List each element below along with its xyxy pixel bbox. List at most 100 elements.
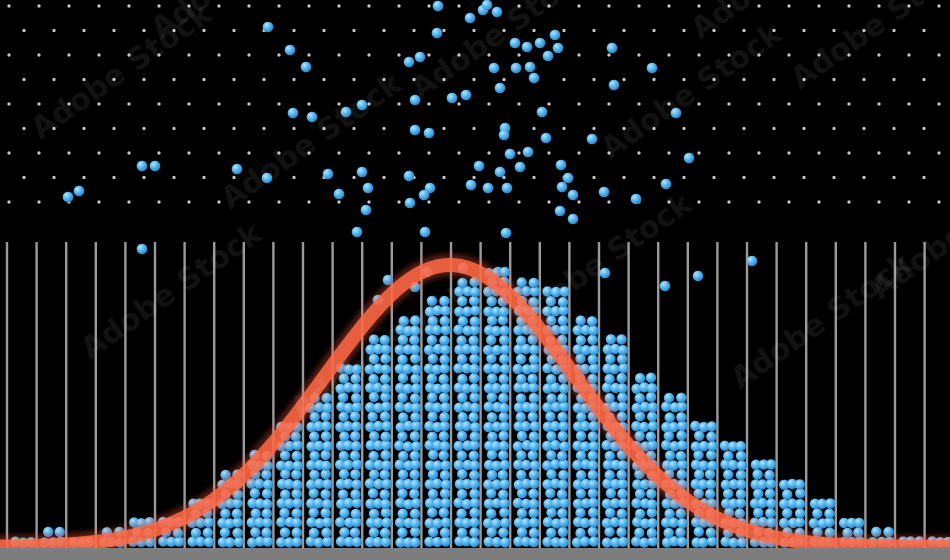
peg: [487, 200, 491, 204]
peg: [82, 175, 86, 180]
bin-divider: [805, 242, 808, 548]
ball: [254, 478, 265, 489]
ball: [262, 517, 273, 528]
ball: [735, 441, 746, 452]
peg: [97, 200, 101, 204]
peg: [322, 28, 326, 33]
peg: [427, 200, 431, 204]
ball: [545, 296, 557, 307]
ball: [340, 106, 352, 118]
ball: [279, 527, 291, 538]
ball: [575, 527, 586, 539]
ball: [440, 344, 451, 355]
ball: [545, 411, 556, 422]
ball: [617, 478, 628, 490]
ball: [557, 315, 569, 326]
peg: [697, 200, 701, 204]
ball: [498, 129, 510, 141]
bin-divider: [745, 242, 749, 548]
ball: [575, 430, 587, 442]
ball: [558, 469, 569, 481]
ball: [373, 420, 384, 432]
ball: [516, 430, 528, 442]
ball: [461, 343, 472, 355]
peg: [547, 102, 551, 106]
ball: [250, 508, 261, 519]
ball: [720, 498, 732, 509]
ball: [365, 440, 376, 451]
bin-divider: [834, 242, 837, 548]
ball: [305, 536, 316, 547]
ball: [174, 536, 185, 547]
ball: [343, 402, 354, 414]
ball: [753, 488, 764, 499]
bin-divider: [864, 242, 867, 548]
ball: [609, 498, 621, 509]
ball: [528, 527, 540, 539]
ball: [753, 507, 764, 518]
ball: [693, 449, 704, 461]
ball: [351, 383, 362, 394]
ball: [587, 334, 598, 345]
ball: [427, 353, 439, 364]
peg: [187, 151, 191, 155]
ball: [338, 411, 349, 422]
peg: [367, 102, 371, 106]
ball: [372, 517, 384, 528]
peg: [622, 28, 626, 33]
ball: [381, 401, 392, 412]
ball: [498, 373, 509, 385]
ball: [424, 498, 436, 509]
ball: [638, 421, 650, 433]
ball: [468, 412, 479, 423]
ball: [351, 536, 362, 548]
ball: [306, 479, 317, 490]
ball: [645, 372, 657, 383]
peg: [7, 102, 11, 106]
ball: [322, 168, 334, 180]
peg: [52, 126, 56, 131]
ball: [368, 334, 380, 345]
ball: [284, 44, 296, 56]
ball: [365, 402, 376, 413]
bin-divider: [153, 242, 157, 548]
ball: [579, 517, 591, 529]
ball: [558, 517, 570, 528]
ball: [694, 430, 705, 441]
ball: [766, 498, 777, 509]
ball: [498, 527, 509, 538]
peg: [637, 102, 641, 106]
ball: [491, 460, 502, 471]
ball: [203, 536, 215, 548]
ball: [350, 469, 361, 480]
ball: [351, 497, 363, 509]
ball: [500, 227, 512, 239]
peg: [397, 102, 401, 106]
peg: [247, 4, 251, 8]
ball: [669, 441, 680, 452]
ball: [306, 441, 317, 452]
peg: [217, 53, 221, 57]
ball: [661, 439, 672, 451]
peg: [622, 77, 626, 82]
peg: [607, 53, 611, 57]
ball: [499, 353, 510, 365]
ball: [794, 508, 806, 519]
peg: [172, 28, 176, 33]
ball: [705, 527, 716, 538]
ball: [616, 353, 628, 365]
ball: [349, 411, 361, 422]
ball: [528, 517, 540, 528]
ball: [469, 479, 480, 490]
peg: [787, 102, 791, 106]
ball: [373, 478, 384, 490]
ball: [705, 479, 717, 490]
peg: [112, 126, 116, 131]
peg: [457, 200, 461, 204]
bin-divider: [538, 242, 541, 548]
peg: [862, 126, 866, 131]
ball: [136, 160, 148, 172]
ball: [634, 411, 646, 422]
ball: [309, 469, 320, 480]
ball: [529, 441, 540, 452]
